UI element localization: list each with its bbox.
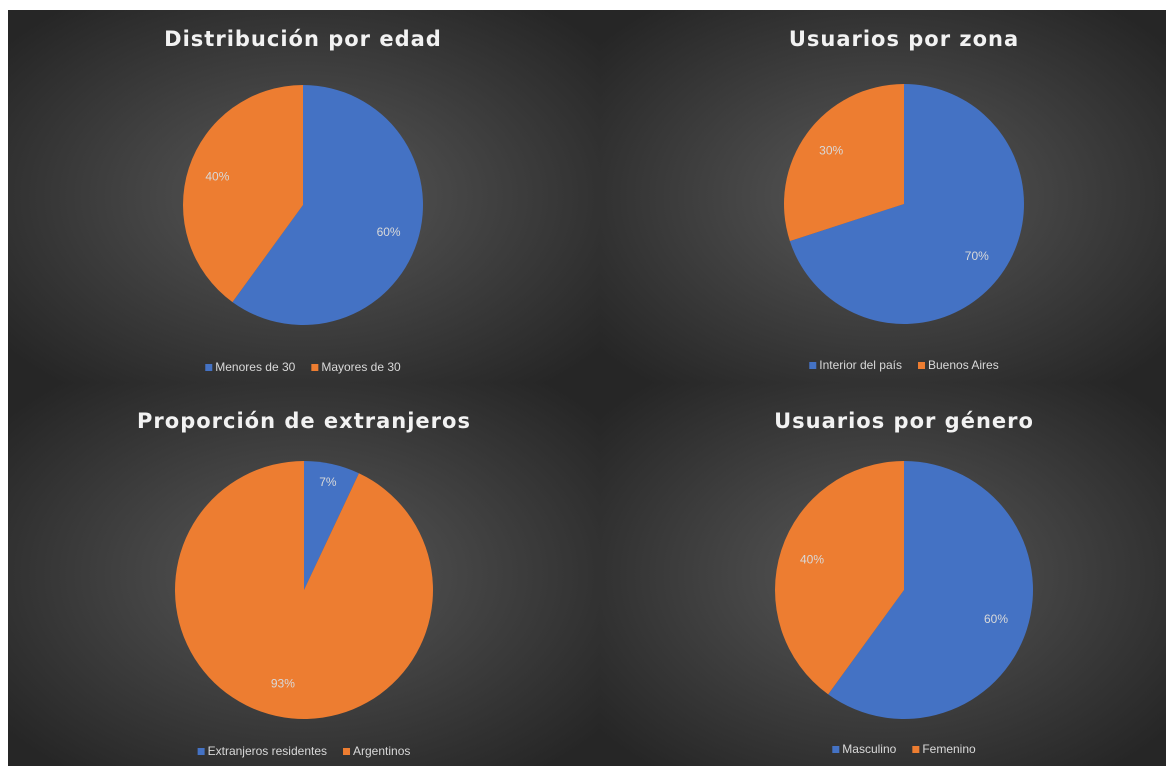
chart-title: Proporción de extranjeros <box>137 409 471 433</box>
legend-label: Menores de 30 <box>215 360 295 374</box>
legend-label: Argentinos <box>353 744 410 758</box>
legend-swatch <box>311 364 319 371</box>
legend-label: Interior del país <box>819 358 902 372</box>
legend-label: Femenino <box>922 742 976 756</box>
chart-title: Usuarios por género <box>774 409 1034 433</box>
legend-label: Masculino <box>842 742 896 756</box>
legend-swatch <box>197 748 205 755</box>
legend-label: Mayores de 30 <box>321 360 401 374</box>
legend-swatch <box>832 746 840 753</box>
data-label: 60% <box>984 612 1008 626</box>
data-label: 7% <box>319 475 337 489</box>
legend-swatch <box>205 364 213 371</box>
legend-swatch <box>918 362 925 369</box>
pie-slice <box>183 85 303 303</box>
data-label: 93% <box>271 677 295 691</box>
legend-label: Buenos Aires <box>928 358 999 372</box>
pie-slice <box>175 461 434 719</box>
legend-swatch <box>809 362 817 369</box>
data-label: 30% <box>819 143 843 157</box>
pie-slice <box>789 84 1025 324</box>
chart-title: Usuarios por zona <box>789 27 1019 51</box>
pie-slice <box>775 461 904 695</box>
data-label: 60% <box>377 225 401 239</box>
pie-slice <box>828 461 1034 720</box>
legend-swatch <box>343 748 351 755</box>
data-label: 70% <box>965 249 989 263</box>
pie-slice <box>232 85 424 325</box>
data-label: 40% <box>800 552 824 566</box>
pie-slice <box>304 461 359 590</box>
chart-title: Distribución por edad <box>164 27 442 51</box>
legend-swatch <box>912 746 920 753</box>
legend-label: Extranjeros residentes <box>208 744 327 758</box>
pie-slice <box>784 84 904 242</box>
data-label: 40% <box>205 169 229 183</box>
